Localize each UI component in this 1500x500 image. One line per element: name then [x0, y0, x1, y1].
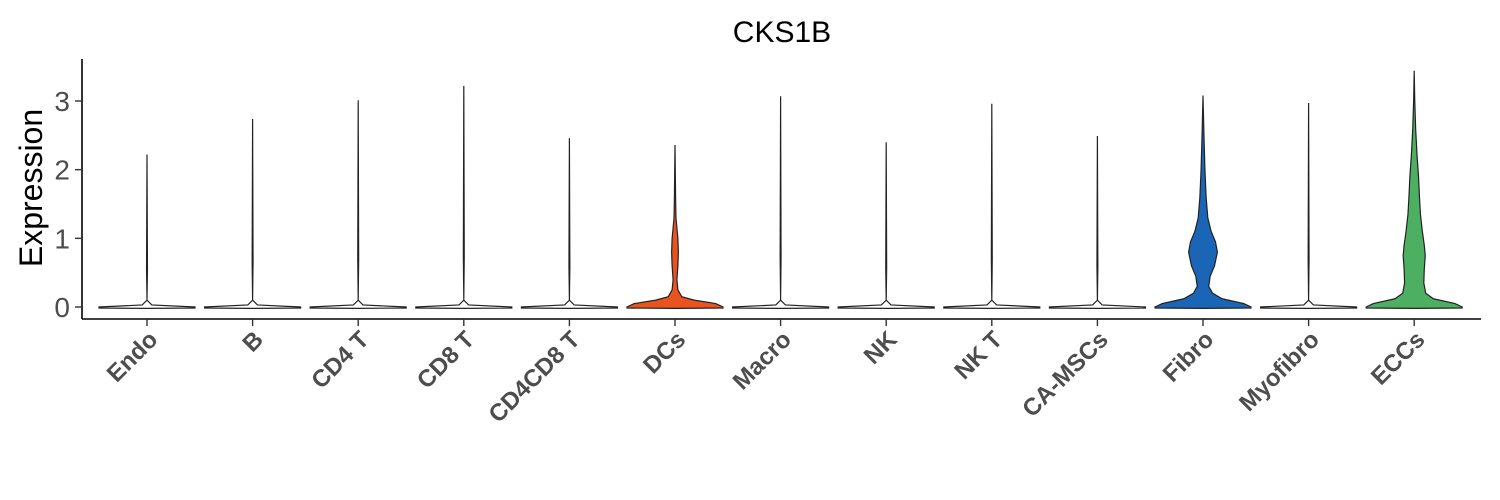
violin-endo: [98, 154, 196, 309]
y-tick-label: 0: [54, 292, 70, 323]
x-tick-label: NK T: [949, 326, 1008, 385]
violin-cd4cd8-t: [520, 138, 618, 309]
violin-b: [204, 118, 302, 309]
y-axis-label: Expression: [13, 109, 49, 267]
y-tick-label: 2: [54, 155, 70, 186]
violin-myofibro: [1260, 103, 1358, 309]
x-tick-label: Myofibro: [1234, 326, 1325, 417]
x-ticks-group: Endo B CD4 T CD8 T CD4CD8 T DCs Macro NK NK T CA-…: [102, 319, 1430, 428]
x-tick-label: Endo: [102, 326, 164, 388]
x-tick-label: DCs: [638, 326, 691, 379]
x-tick-label: CD4CD8 T: [484, 326, 586, 428]
x-tick-label: B: [237, 326, 268, 357]
violins-group: [98, 70, 1463, 309]
violin-nk-t: [943, 103, 1041, 309]
violin-fibro: [1154, 95, 1252, 309]
y-tick-label: 1: [54, 223, 70, 254]
x-tick-label: NK: [859, 326, 903, 370]
x-tick-label: ECCs: [1366, 326, 1430, 390]
x-tick-label: Macro: [728, 326, 797, 395]
violin-ca-mscs: [1048, 136, 1146, 309]
x-tick-label: CD4 T: [306, 326, 374, 394]
violin-eccs: [1365, 70, 1463, 309]
y-ticks-group: 0 1 2 3: [54, 86, 82, 323]
violin-nk: [837, 142, 935, 309]
violin-macro: [732, 96, 830, 309]
violin-cd4-t: [309, 100, 407, 309]
chart-title: CKS1B: [733, 16, 831, 49]
violin-cd8-t: [415, 85, 513, 309]
violin-dcs: [626, 144, 724, 309]
y-tick-label: 3: [54, 86, 70, 117]
x-tick-label: CD8 T: [412, 326, 480, 394]
x-tick-label: Fibro: [1158, 326, 1220, 388]
x-tick-label: CA-MSCs: [1017, 326, 1113, 422]
